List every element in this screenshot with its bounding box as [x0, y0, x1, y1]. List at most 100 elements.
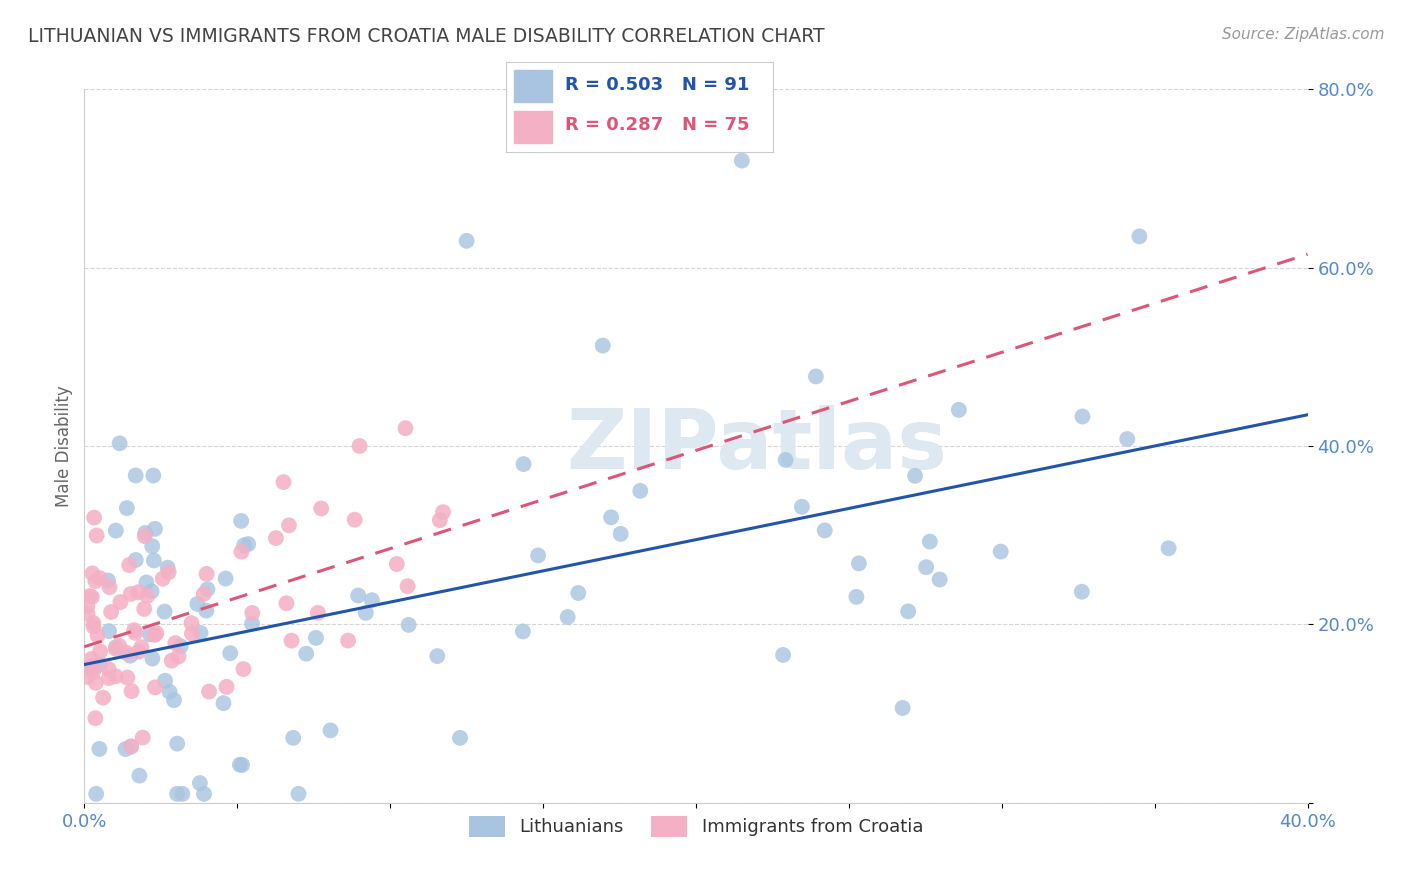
Point [83, 619, 105, 633]
Point [84, 574, 107, 588]
Point [76, 607, 98, 621]
Point [280, 633, 302, 648]
Point [197, 582, 219, 597]
Point [160, 654, 183, 668]
Point [238, 537, 260, 551]
Point [394, 421, 416, 435]
Y-axis label: Male Disability: Male Disability [55, 385, 73, 507]
Point [609, 527, 631, 541]
Point [219, 646, 242, 660]
Point [181, 626, 204, 640]
Point [84, 711, 107, 725]
Point [86, 528, 108, 542]
Point [928, 573, 950, 587]
Point [231, 758, 253, 772]
Point [456, 234, 478, 248]
Point [214, 572, 236, 586]
Point [108, 639, 131, 653]
Point [120, 587, 142, 601]
Point [134, 602, 156, 616]
Point [124, 626, 146, 640]
Point [97, 574, 120, 588]
Point [125, 553, 148, 567]
Point [136, 589, 159, 603]
Point [108, 436, 131, 450]
Point [157, 566, 180, 580]
Point [186, 597, 208, 611]
Point [429, 513, 451, 527]
Point [814, 524, 837, 538]
Point [804, 369, 827, 384]
Text: LITHUANIAN VS IMMIGRANTS FROM CROATIA MALE DISABILITY CORRELATION CHART: LITHUANIAN VS IMMIGRANTS FROM CROATIA MA… [28, 27, 825, 45]
Point [84, 675, 107, 690]
Point [232, 662, 254, 676]
Point [170, 639, 193, 653]
Point [134, 529, 156, 543]
Point [166, 787, 188, 801]
Point [131, 640, 153, 655]
Point [143, 522, 166, 536]
Point [82, 661, 104, 675]
Point [361, 593, 384, 607]
Point [349, 439, 371, 453]
Point [287, 787, 309, 801]
Point [190, 625, 212, 640]
Point [82, 665, 104, 679]
Point [198, 684, 221, 698]
Point [134, 526, 156, 541]
Point [125, 468, 148, 483]
Point [122, 624, 145, 638]
Point [115, 646, 138, 660]
Point [141, 651, 163, 665]
Point [128, 769, 150, 783]
Point [240, 606, 263, 620]
Point [188, 776, 211, 790]
Text: Source: ZipAtlas.com: Source: ZipAtlas.com [1222, 27, 1385, 42]
Point [527, 549, 550, 563]
Point [120, 739, 142, 754]
Point [84, 787, 107, 801]
Point [115, 501, 138, 516]
Point [159, 684, 181, 698]
Point [449, 731, 471, 745]
Point [231, 545, 253, 559]
Point [592, 338, 614, 352]
Point [82, 615, 104, 630]
Text: ZIPatlas: ZIPatlas [567, 406, 948, 486]
Point [1157, 541, 1180, 556]
Point [118, 558, 141, 572]
Point [91, 690, 114, 705]
Point [142, 553, 165, 567]
Point [153, 673, 176, 688]
Point [120, 739, 142, 754]
Point [120, 648, 142, 663]
Point [156, 560, 179, 574]
Point [76, 599, 98, 613]
Point [89, 644, 111, 658]
Point [104, 669, 127, 683]
Point [628, 483, 651, 498]
Point [172, 787, 194, 801]
Point [80, 658, 103, 673]
Point [212, 696, 235, 710]
Point [276, 596, 298, 610]
Point [337, 633, 360, 648]
Point [163, 693, 186, 707]
Point [918, 534, 941, 549]
Point [309, 501, 332, 516]
Point [305, 631, 328, 645]
Point [354, 606, 377, 620]
Point [432, 505, 454, 519]
Point [240, 616, 263, 631]
Point [143, 628, 166, 642]
Text: R = 0.287   N = 75: R = 0.287 N = 75 [565, 116, 749, 135]
Point [283, 731, 305, 745]
Point [233, 538, 256, 552]
Point [319, 723, 342, 738]
Point [347, 589, 370, 603]
Point [104, 524, 127, 538]
Point [153, 605, 176, 619]
Point [76, 670, 98, 684]
Point [105, 640, 128, 654]
Point [195, 566, 218, 581]
